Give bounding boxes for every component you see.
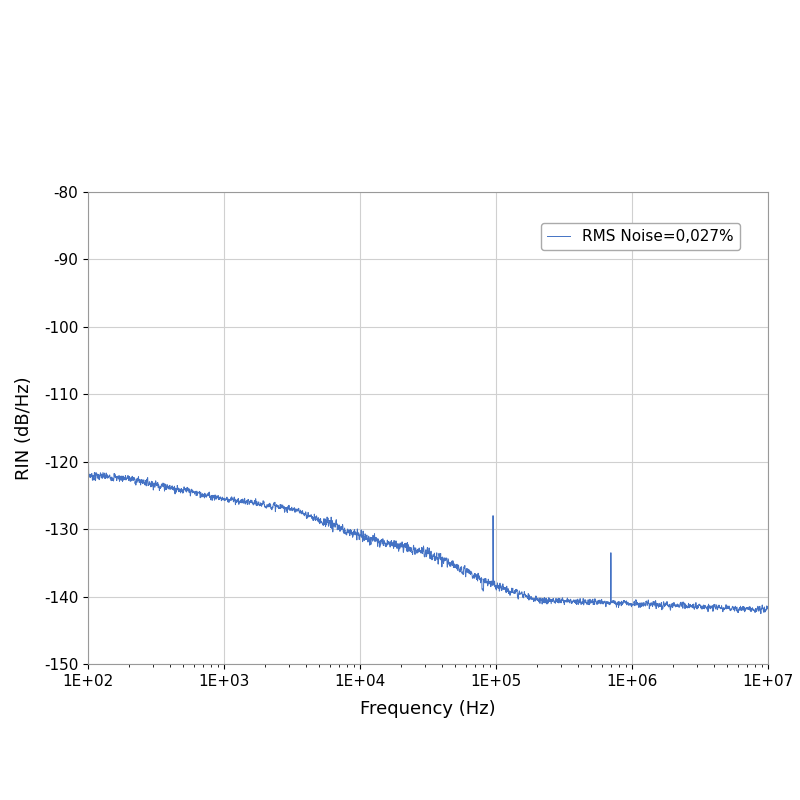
RMS Noise=0,027% <box>709 606 718 615</box>
Legend: RMS Noise=0,027%: RMS Noise=0,027% <box>541 223 740 250</box>
Line: RMS Noise=0,027%: RMS Noise=0,027% <box>88 428 768 614</box>
RMS Noise=0,027% <box>763 602 773 611</box>
RMS Noise=0,027% <box>577 597 586 606</box>
RMS Noise=0,027% <box>374 538 384 547</box>
RMS Noise=0,027% <box>756 609 766 618</box>
X-axis label: Frequency (Hz): Frequency (Hz) <box>360 700 496 718</box>
RMS Noise=0,027% <box>406 544 416 554</box>
RMS Noise=0,027% <box>742 602 752 612</box>
Y-axis label: RIN (dB/Hz): RIN (dB/Hz) <box>14 376 33 480</box>
RMS Noise=0,027% <box>369 534 378 543</box>
RMS Noise=0,027% <box>83 423 93 433</box>
